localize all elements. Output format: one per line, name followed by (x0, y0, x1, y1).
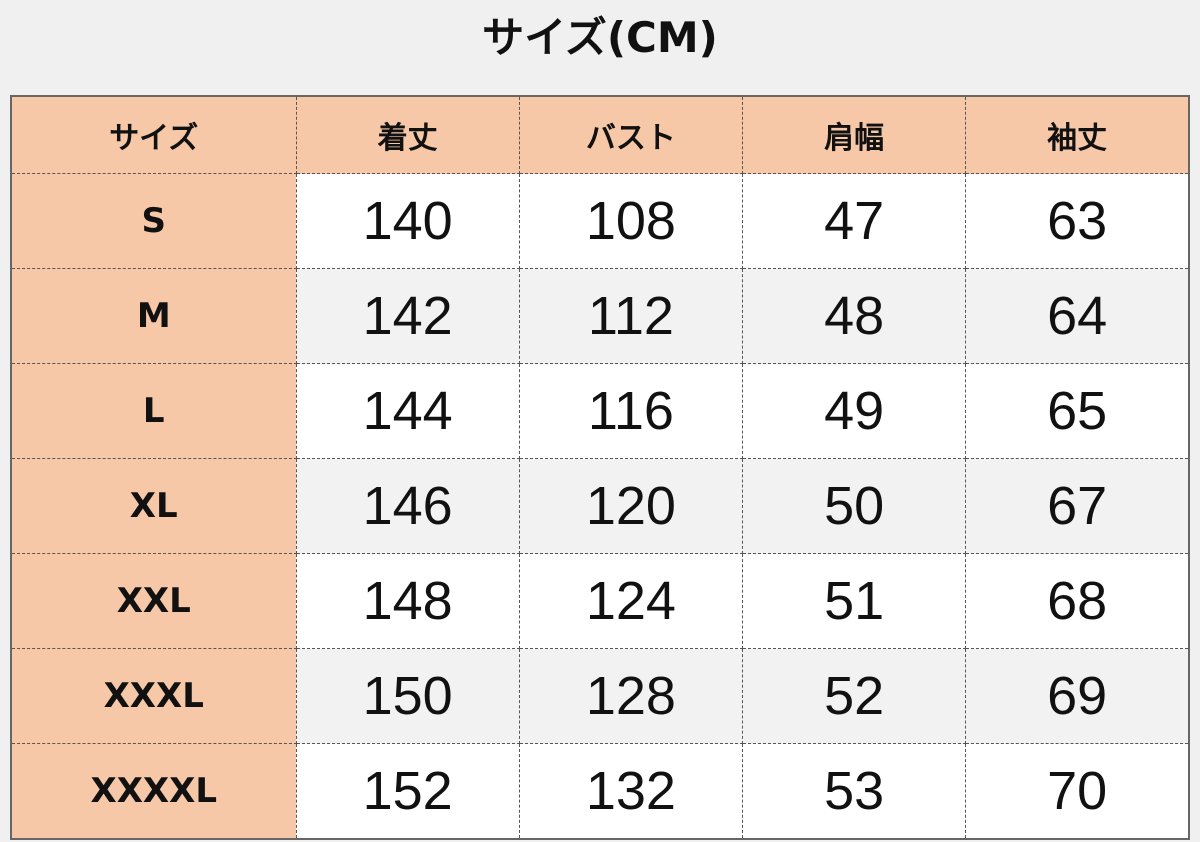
measurement-cell: 67 (965, 458, 1190, 554)
measurement-cell: 48 (741, 268, 967, 364)
column-header: サイズ (10, 95, 297, 174)
measurement-cell: 148 (295, 553, 520, 649)
measurement-cell: 68 (965, 553, 1190, 649)
table-row: XXXXL 152 132 53 70 (10, 743, 1190, 840)
table-row: XXL 148 124 51 68 (10, 553, 1190, 649)
measurement-cell: 51 (741, 553, 967, 649)
size-label-cell: XXL (10, 553, 297, 649)
measurement-cell: 142 (295, 268, 520, 364)
table-row: L 144 116 49 65 (10, 363, 1190, 459)
size-label-cell: XXXXL (10, 743, 297, 840)
measurement-cell: 108 (518, 173, 744, 269)
measurement-cell: 144 (295, 363, 520, 459)
header-row: サイズ 着丈 バスト 肩幅 袖丈 (10, 95, 1190, 174)
measurement-cell: 124 (518, 553, 744, 649)
size-label-cell: M (10, 268, 297, 364)
size-label-cell: XXXL (10, 648, 297, 744)
table-row: XXXL 150 128 52 69 (10, 648, 1190, 744)
size-label-cell: XL (10, 458, 297, 554)
table-row: XL 146 120 50 67 (10, 458, 1190, 554)
column-header: バスト (518, 95, 744, 174)
measurement-cell: 50 (741, 458, 967, 554)
page-title: サイズ(CM) (482, 13, 718, 62)
column-header: 袖丈 (965, 95, 1190, 174)
measurement-cell: 47 (741, 173, 967, 269)
measurement-cell: 52 (741, 648, 967, 744)
measurement-cell: 116 (518, 363, 744, 459)
measurement-cell: 64 (965, 268, 1190, 364)
measurement-cell: 152 (295, 743, 520, 840)
measurement-cell: 132 (518, 743, 744, 840)
measurement-cell: 49 (741, 363, 967, 459)
size-label-cell: L (10, 363, 297, 459)
measurement-cell: 140 (295, 173, 520, 269)
size-label-cell: S (10, 173, 297, 269)
table-row: M 142 112 48 64 (10, 268, 1190, 364)
size-table: サイズ 着丈 バスト 肩幅 袖丈 S 140 108 47 63 M 142 112 48 64 L 144 1… (10, 95, 1190, 840)
measurement-cell: 53 (741, 743, 967, 840)
measurement-cell: 128 (518, 648, 744, 744)
measurement-cell: 65 (965, 363, 1190, 459)
measurement-cell: 146 (295, 458, 520, 554)
column-header: 着丈 (295, 95, 520, 174)
measurement-cell: 150 (295, 648, 520, 744)
measurement-cell: 120 (518, 458, 744, 554)
table-row: S 140 108 47 63 (10, 173, 1190, 269)
measurement-cell: 112 (518, 268, 744, 364)
measurement-cell: 70 (965, 743, 1190, 840)
measurement-cell: 69 (965, 648, 1190, 744)
column-header: 肩幅 (741, 95, 967, 174)
measurement-cell: 63 (965, 173, 1190, 269)
